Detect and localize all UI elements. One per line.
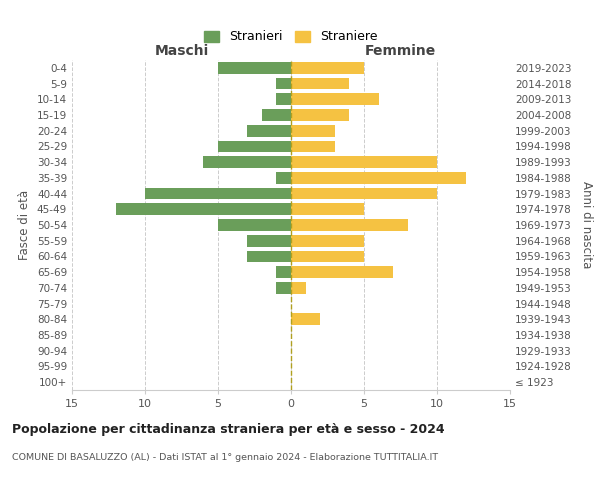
Bar [291,235,364,246]
Text: Maschi: Maschi [154,44,209,59]
Bar [291,172,466,184]
Bar [277,282,291,294]
Bar [203,156,291,168]
Bar [116,204,291,215]
Bar [277,94,291,105]
Bar [247,235,291,246]
Bar [262,109,291,121]
Bar [291,140,335,152]
Bar [291,62,364,74]
Bar [218,219,291,231]
Bar [291,314,320,325]
Bar [291,282,305,294]
Y-axis label: Fasce di età: Fasce di età [19,190,31,260]
Y-axis label: Anni di nascita: Anni di nascita [580,182,593,268]
Bar [218,140,291,152]
Bar [291,219,408,231]
Bar [277,78,291,90]
Bar [291,250,364,262]
Text: COMUNE DI BASALUZZO (AL) - Dati ISTAT al 1° gennaio 2024 - Elaborazione TUTTITAL: COMUNE DI BASALUZZO (AL) - Dati ISTAT al… [12,452,438,462]
Legend: Stranieri, Straniere: Stranieri, Straniere [200,26,382,47]
Bar [145,188,291,200]
Bar [277,172,291,184]
Bar [291,156,437,168]
Bar [277,266,291,278]
Bar [291,188,437,200]
Bar [291,109,349,121]
Bar [218,62,291,74]
Bar [247,250,291,262]
Bar [291,266,393,278]
Text: Popolazione per cittadinanza straniera per età e sesso - 2024: Popolazione per cittadinanza straniera p… [12,422,445,436]
Bar [247,125,291,136]
Text: Femmine: Femmine [365,44,436,59]
Bar [291,78,349,90]
Bar [291,204,364,215]
Bar [291,125,335,136]
Bar [291,94,379,105]
